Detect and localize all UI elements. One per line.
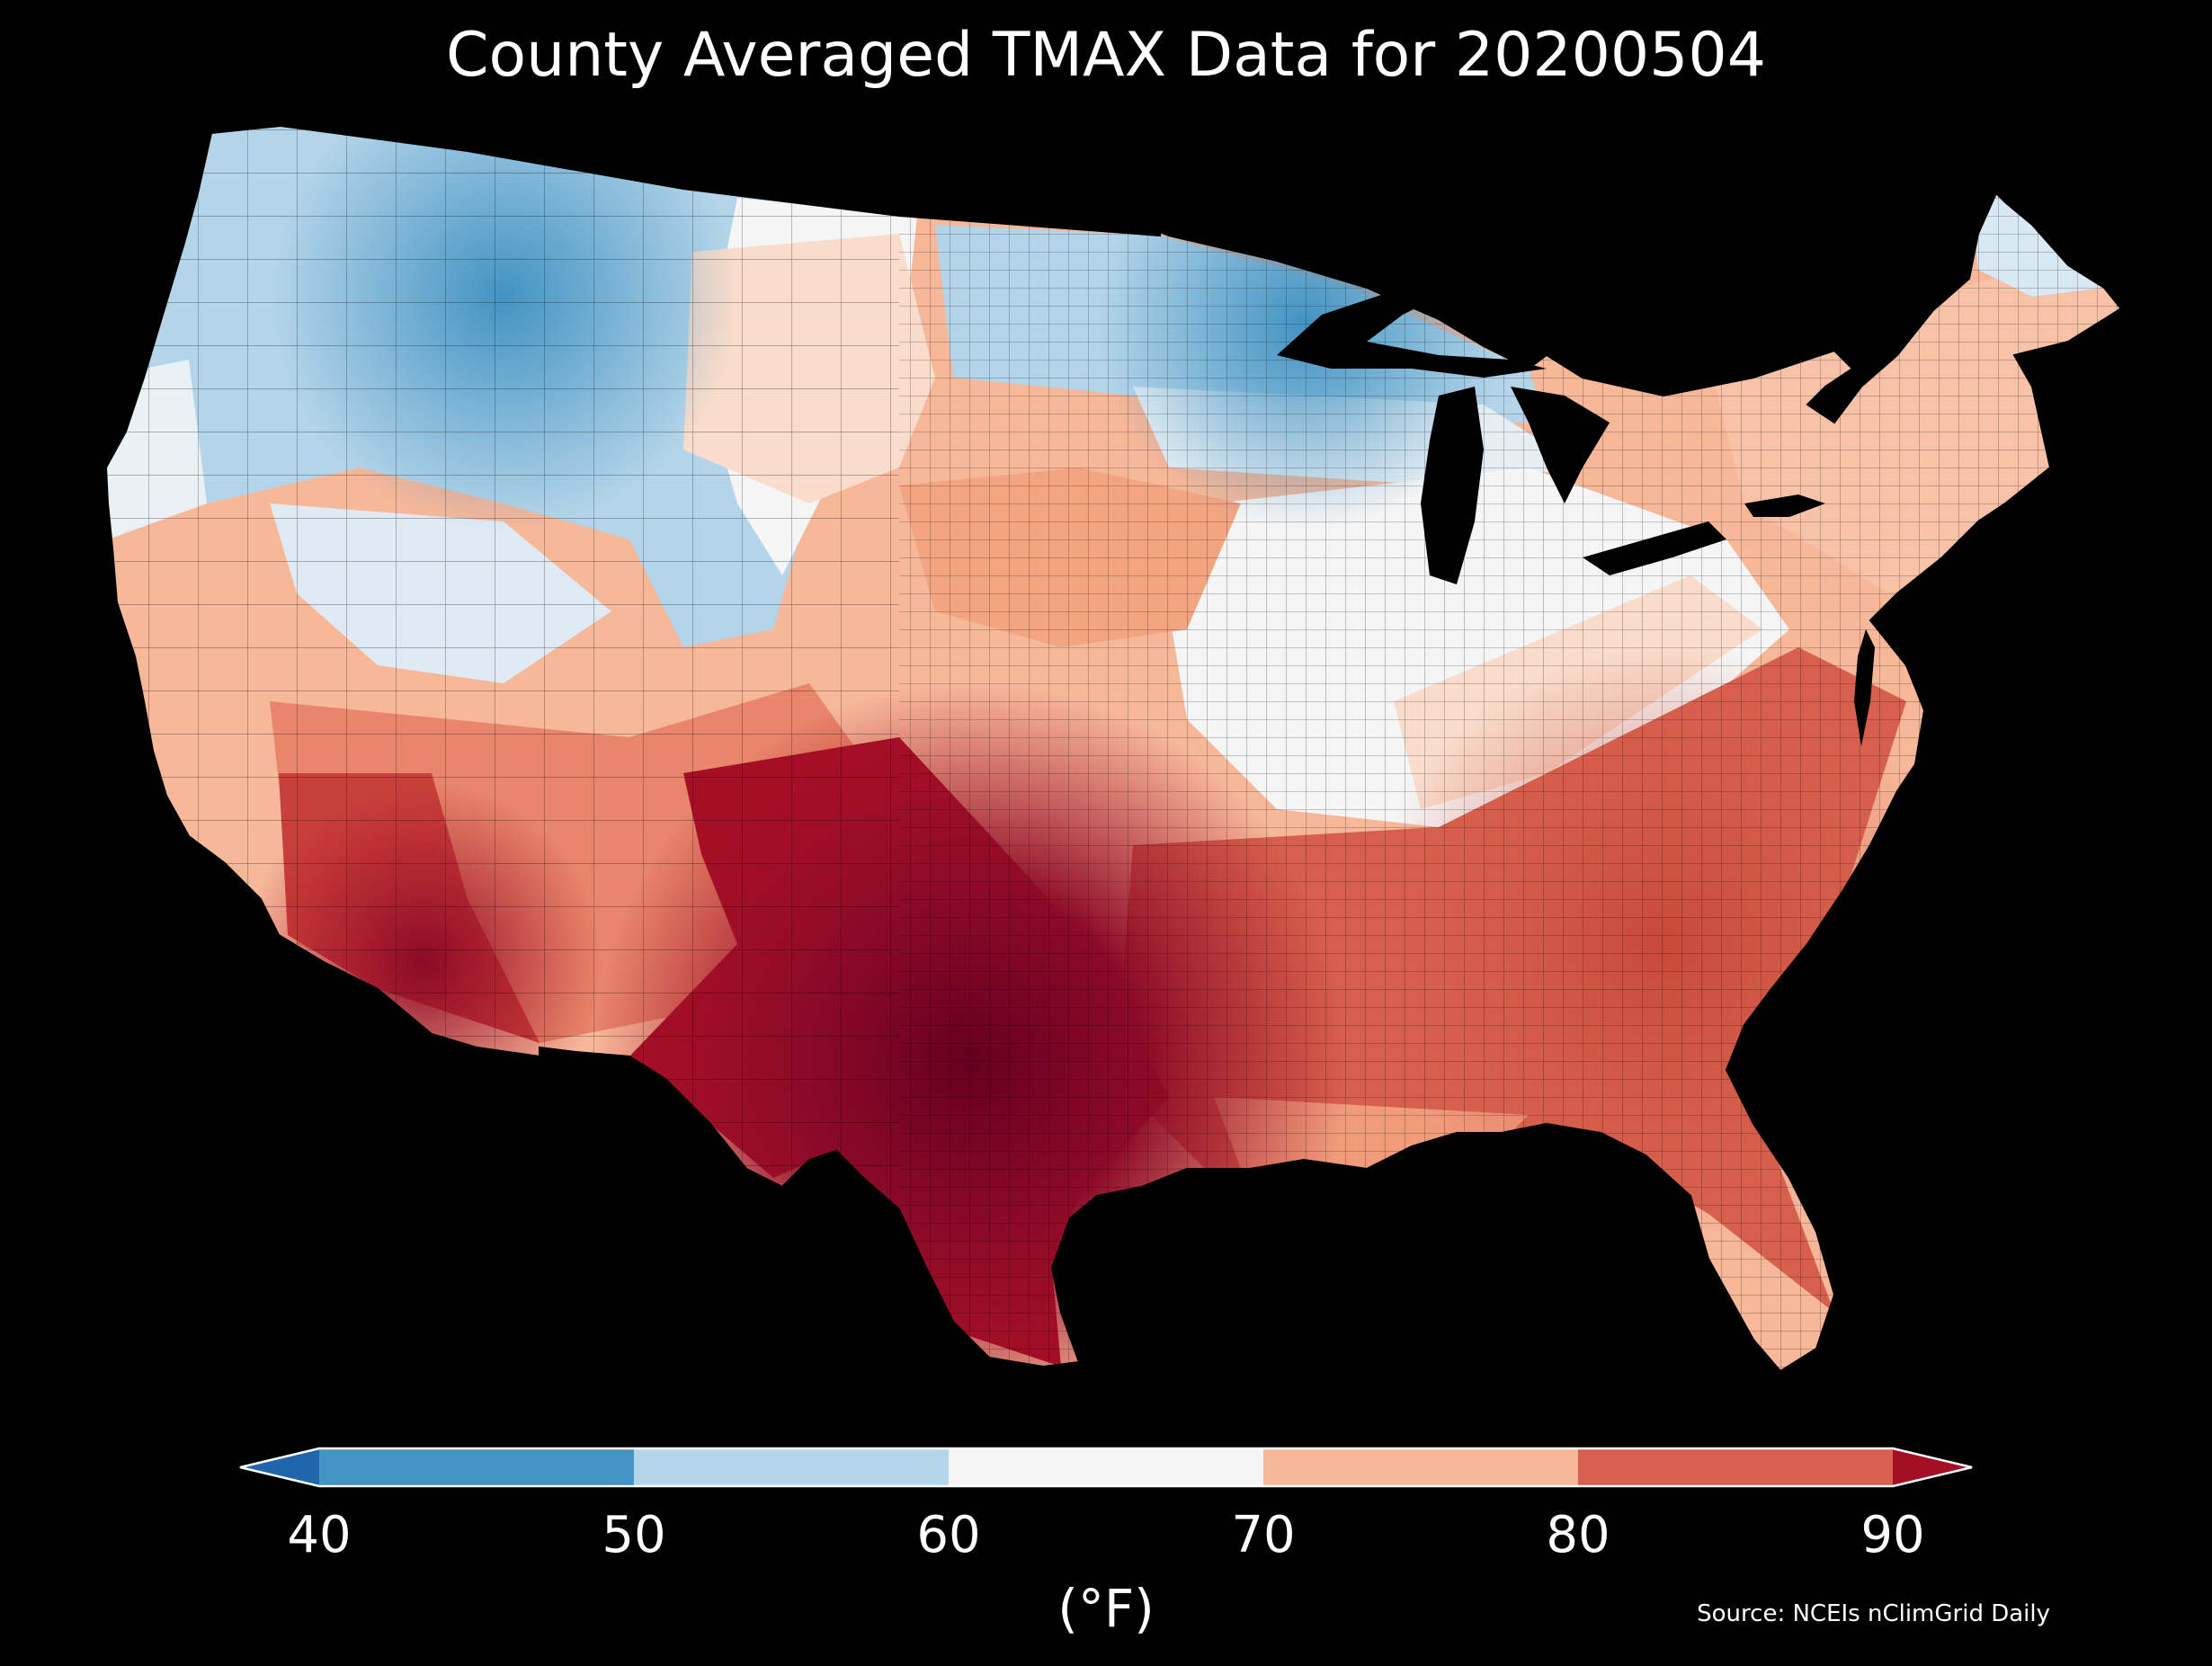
colorbar-extend-high: [1893, 1448, 1972, 1486]
colorbar-tick-label: 50: [602, 1506, 666, 1564]
colorbar-bin-40-50: [319, 1448, 635, 1486]
colorbar-unit-label: (°F): [1057, 1578, 1155, 1639]
us-county-map: [105, 125, 2141, 1372]
lake-superior: [1277, 279, 1547, 378]
lake-michigan: [1421, 387, 1484, 584]
map-title: County Averaged TMAX Data for 20200504: [446, 20, 1766, 91]
county-fill-layer: [106, 126, 2140, 1371]
colorbar-tick-label: 60: [916, 1506, 981, 1564]
lake-huron: [1511, 387, 1610, 503]
county-boundaries-west: [106, 126, 899, 1371]
great-lakes: [1277, 279, 1875, 746]
colorbar-bin-60-70: [949, 1448, 1264, 1486]
colorbar-tick-label: 80: [1546, 1506, 1610, 1564]
chesapeake-bay: [1854, 629, 1875, 746]
colorbar: [239, 1447, 1973, 1488]
colorbar-tick-label: 70: [1231, 1506, 1296, 1564]
colorbar-bin-80-90: [1578, 1448, 1894, 1486]
colorbar-bin-70-80: [1263, 1448, 1579, 1486]
colorbar-extend-low: [240, 1448, 319, 1486]
colorbar-bin-50-60: [634, 1448, 950, 1486]
source-label: Source: NCEIs nClimGrid Daily: [1697, 1600, 2050, 1627]
colorbar-tick-label: 40: [287, 1506, 352, 1564]
colorbar-tick-label: 90: [1860, 1506, 1925, 1564]
lake-erie: [1583, 521, 1726, 575]
lake-ontario: [1744, 494, 1825, 517]
